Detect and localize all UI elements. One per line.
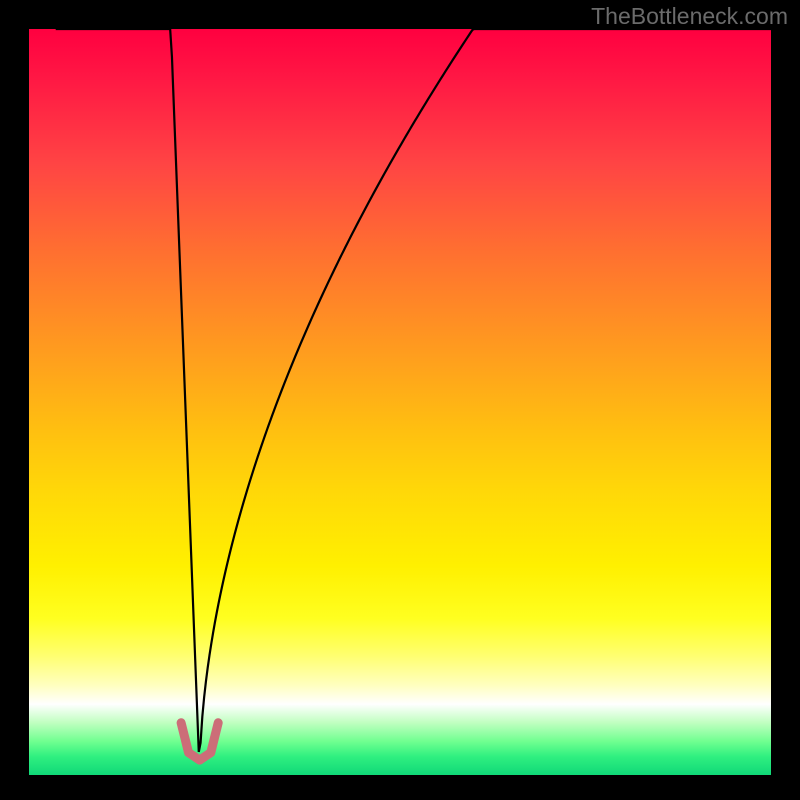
watermark-text: TheBottleneck.com (591, 3, 788, 30)
bottleneck-chart (0, 0, 800, 800)
chart-gradient-bg (29, 29, 771, 775)
